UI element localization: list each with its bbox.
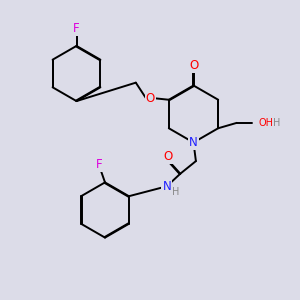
Text: N: N: [189, 136, 198, 149]
Text: OH: OH: [259, 118, 274, 128]
Text: F: F: [96, 158, 102, 172]
Text: H: H: [273, 118, 280, 128]
Text: O: O: [163, 150, 172, 163]
Text: N: N: [162, 180, 171, 193]
Text: O: O: [189, 59, 198, 72]
Text: O: O: [146, 92, 155, 105]
Text: H: H: [172, 187, 179, 197]
Text: F: F: [73, 22, 80, 35]
